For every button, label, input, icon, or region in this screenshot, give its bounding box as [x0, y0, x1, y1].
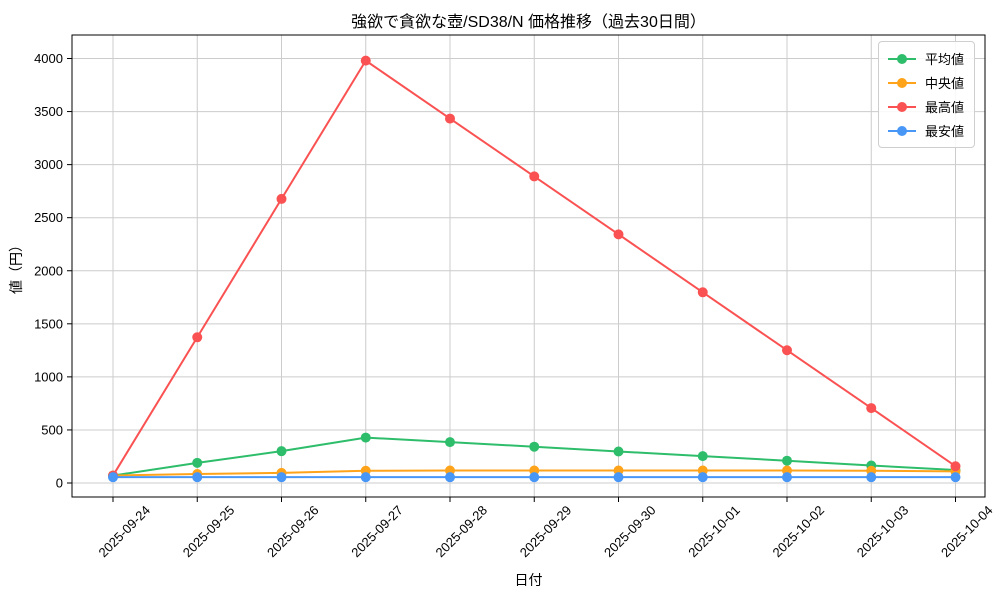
series-point	[950, 461, 961, 472]
series-point	[529, 171, 540, 182]
series-point	[697, 472, 708, 483]
series-point	[276, 446, 287, 457]
axes-spines	[71, 34, 986, 498]
legend-item: 最安値	[887, 121, 964, 140]
x-tick-label: 2025-09-24	[95, 503, 153, 561]
x-tick-label: 2025-10-03	[854, 503, 912, 561]
series-point	[613, 446, 624, 457]
series-point	[360, 55, 371, 66]
series-point	[360, 432, 371, 443]
y-tick-label: 1000	[34, 369, 63, 384]
series-point	[276, 472, 287, 483]
series-point	[866, 403, 877, 414]
x-tick-label: 2025-09-25	[180, 503, 238, 561]
series-point	[192, 472, 203, 483]
series-point	[445, 472, 455, 483]
y-tick-label: 0	[56, 476, 63, 491]
y-tick-label: 2500	[34, 210, 63, 225]
legend-item: 平均値	[887, 49, 964, 68]
legend-marker-icon	[888, 125, 916, 136]
series-point	[950, 472, 961, 483]
series-point	[445, 437, 455, 448]
y-tick-label: 1500	[34, 316, 63, 331]
legend-label: 最高値	[925, 100, 965, 115]
series-point	[613, 472, 624, 483]
x-tick-label: 2025-09-29	[517, 503, 575, 561]
series-point	[782, 472, 792, 483]
x-tick-label: 2025-10-02	[769, 503, 827, 561]
legend-marker-icon	[888, 101, 916, 112]
series-point	[192, 332, 203, 343]
legend-marker-icon	[888, 53, 916, 64]
chart-title: 強欲で貪欲な壺/SD38/N 価格推移（過去30日間）	[351, 14, 706, 31]
series-point	[445, 113, 455, 124]
x-tick-label: 2025-09-30	[601, 503, 659, 561]
x-axis-label: 日付	[514, 572, 543, 588]
y-tick-label: 3500	[34, 104, 63, 119]
legend-item: 最高値	[887, 97, 964, 116]
x-tick-label: 2025-09-27	[348, 503, 406, 561]
legend-item: 中央値	[887, 73, 964, 92]
x-tick-label: 2025-09-26	[264, 503, 322, 561]
series-point	[529, 472, 540, 483]
y-tick-label: 3000	[34, 157, 63, 172]
legend-marker-icon	[888, 77, 916, 88]
y-tick-label: 2000	[34, 263, 63, 278]
series-point	[613, 229, 624, 240]
series-point	[192, 457, 203, 468]
legend-label: 最安値	[925, 124, 965, 139]
series-point	[866, 472, 877, 483]
series-point	[782, 345, 792, 356]
y-tick-label: 500	[41, 422, 63, 437]
series-point	[529, 441, 540, 452]
series-point	[782, 455, 792, 466]
legend-label: 平均値	[925, 52, 965, 67]
series-point	[276, 193, 287, 204]
x-tick-label: 2025-09-28	[432, 503, 490, 561]
legend-label: 中央値	[925, 76, 965, 91]
series-point	[697, 451, 708, 462]
x-tick-label: 2025-10-01	[685, 503, 743, 561]
series-point	[108, 472, 118, 483]
legend: 平均値中央値最高値最安値	[878, 41, 976, 148]
series-point	[360, 472, 371, 483]
y-axis-label: 値（円）	[8, 238, 24, 294]
series-point	[697, 287, 708, 298]
y-tick-label: 4000	[34, 51, 63, 66]
x-tick-label: 2025-10-04	[938, 503, 996, 561]
